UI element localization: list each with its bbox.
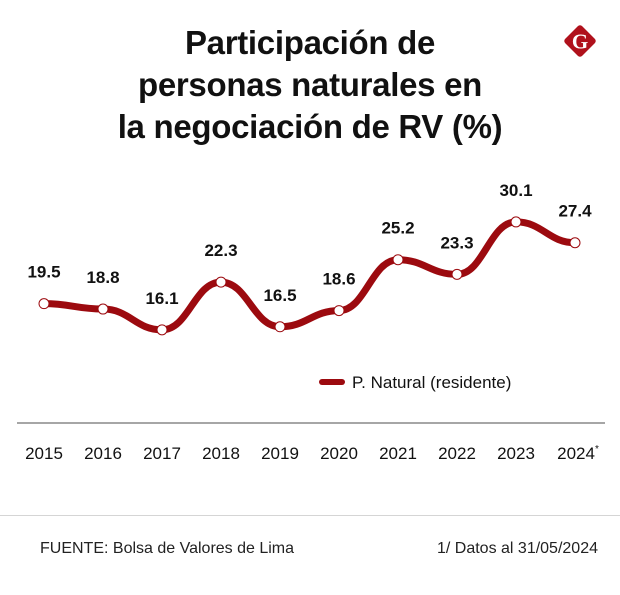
data-label-2019: 16.5 (263, 286, 296, 305)
x-tick-label-2016: 2016 (84, 444, 122, 463)
x-tick-label-2019: 2019 (261, 444, 299, 463)
title-line-2: personas naturales en (137, 66, 482, 103)
data-label-2022: 23.3 (440, 233, 473, 252)
data-label-2021: 25.2 (381, 219, 414, 238)
data-point-2018 (215, 276, 227, 288)
x-tick-label-2020: 2020 (320, 444, 358, 463)
footer-divider (0, 515, 620, 516)
date-note: 1/ Datos al 31/05/2024 (436, 540, 598, 557)
x-tick-label-2018: 2018 (202, 444, 240, 463)
data-label-2023: 30.1 (499, 181, 532, 200)
data-label-2017: 16.1 (145, 289, 178, 308)
source-note: FUENTE: Bolsa de Valores de Lima (40, 540, 295, 557)
data-point-2021 (392, 254, 404, 266)
data-label-2024: 27.4 (558, 202, 592, 221)
x-tick-label-2015: 2015 (25, 444, 63, 463)
x-tick-label-2021: 2021 (379, 444, 417, 463)
data-point-2019 (274, 321, 286, 333)
title-line-1: Participación de (184, 24, 436, 61)
data-label-2016: 18.8 (86, 268, 119, 287)
data-label-2020: 18.6 (322, 270, 355, 289)
data-label-2018: 22.3 (204, 241, 237, 260)
x-tick-label-2022: 2022 (438, 444, 476, 463)
data-label-2015: 19.5 (27, 263, 60, 282)
legend-label: P. Natural (residente) (352, 373, 511, 392)
data-point-2020 (333, 305, 345, 317)
title-line-3: la negociación de RV (%) (117, 108, 503, 145)
x-tick-label-2024: 2024* (557, 444, 599, 463)
line-chart: 19.5 18.8 16.1 22.3 16.5 18.6 25.2 23.3 30.1 27.4… (17, 181, 605, 463)
data-point-2022 (451, 268, 463, 280)
series-line-p-natural (40, 218, 579, 334)
data-point-2023 (510, 216, 522, 228)
data-point-2016 (97, 303, 109, 315)
x-tick-label-2017: 2017 (143, 444, 181, 463)
diario-gestion-g-logo-icon: G (564, 25, 596, 57)
chart-title: Participación de personas naturales en l… (0, 22, 620, 148)
data-point-2015 (38, 298, 50, 310)
data-point-2024 (569, 237, 581, 249)
x-tick-label-2023: 2023 (497, 444, 535, 463)
data-point-2017 (156, 324, 168, 336)
logo-letter: G (572, 30, 588, 54)
legend: P. Natural (residente) (319, 373, 511, 392)
